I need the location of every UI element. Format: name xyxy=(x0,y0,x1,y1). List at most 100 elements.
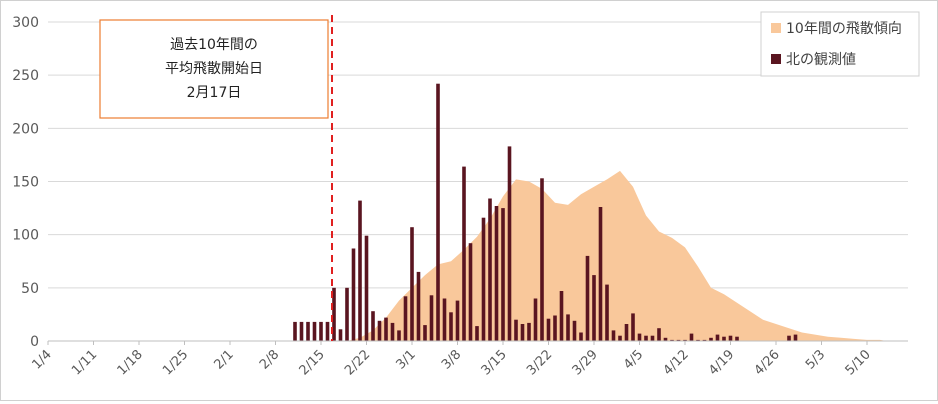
observation-bar xyxy=(358,200,362,341)
observation-bar xyxy=(702,339,707,341)
observation-bar xyxy=(598,207,603,341)
observation-bar xyxy=(384,317,388,341)
annotation-text: 過去10年間の xyxy=(170,37,258,53)
observation-bar xyxy=(670,339,674,341)
observation-bar xyxy=(793,334,798,341)
y-tick-label: 50 xyxy=(21,281,39,297)
observation-bar xyxy=(657,328,661,341)
legend-box xyxy=(760,11,920,77)
observation-bar xyxy=(299,321,304,341)
observation-bar xyxy=(442,298,447,341)
observation-bar xyxy=(585,255,590,341)
observation-bar xyxy=(338,329,343,341)
observation-bar xyxy=(631,313,635,341)
observation-bar xyxy=(390,322,395,341)
observation-bar xyxy=(403,296,408,341)
x-tick-label: 2/8 xyxy=(257,347,282,372)
x-tick-label: 1/25 xyxy=(160,347,191,378)
observation-bar xyxy=(546,318,551,341)
observation-bar xyxy=(728,335,733,341)
observation-bar xyxy=(618,335,622,341)
legend-swatch-observed xyxy=(771,54,781,64)
x-tick-label: 1/4 xyxy=(29,347,54,372)
trend-area-layer xyxy=(347,170,887,341)
observation-bars-layer xyxy=(293,83,798,341)
trend-area xyxy=(347,170,887,341)
observation-bar xyxy=(345,287,349,341)
x-tick-label: 1/18 xyxy=(115,347,146,378)
x-tick-label: 4/26 xyxy=(752,347,783,378)
observation-bar xyxy=(462,166,466,341)
observation-bar xyxy=(787,335,791,341)
observation-bar xyxy=(715,334,720,341)
observation-bar xyxy=(416,271,421,341)
observation-bar xyxy=(611,330,616,341)
observation-bar xyxy=(696,339,700,341)
x-tick-label: 3/8 xyxy=(439,347,464,372)
observation-bar xyxy=(481,217,486,341)
observation-bar xyxy=(312,321,317,341)
observation-bar xyxy=(527,322,531,341)
legend-label-observed: 北の観測値 xyxy=(786,51,856,68)
observation-bar xyxy=(572,320,577,341)
annotation-text: 2月17日 xyxy=(187,85,242,101)
x-tick-label: 3/1 xyxy=(393,347,418,372)
observation-bar xyxy=(397,330,401,341)
observation-bar xyxy=(475,326,479,341)
y-tick-label: 300 xyxy=(12,15,39,31)
observation-bar xyxy=(293,321,297,341)
y-tick-label: 250 xyxy=(12,68,39,84)
observation-bar xyxy=(553,315,557,341)
observation-bar xyxy=(559,291,564,341)
x-tick-label: 3/29 xyxy=(570,347,601,378)
x-tick-label: 1/11 xyxy=(69,347,100,378)
observation-bar xyxy=(410,227,414,341)
observation-bar xyxy=(579,332,583,341)
observation-bar xyxy=(644,335,648,341)
observation-bar xyxy=(520,324,525,341)
y-tick-label: 0 xyxy=(30,334,39,350)
observation-bar xyxy=(722,336,726,341)
observation-bar xyxy=(637,333,642,341)
x-tick-label: 3/22 xyxy=(524,347,555,378)
legend-label-trend: 10年間の飛散傾向 xyxy=(786,21,902,37)
y-tick-label: 150 xyxy=(12,175,39,191)
annotation-box xyxy=(99,19,329,119)
observation-bar xyxy=(533,298,538,341)
y-tick-label: 100 xyxy=(12,228,39,244)
observation-bar xyxy=(689,333,694,341)
observation-bar xyxy=(371,311,375,341)
observation-bar xyxy=(683,339,687,341)
x-tick-label: 2/22 xyxy=(342,347,373,378)
x-tick-label: 5/10 xyxy=(843,347,874,378)
observation-bar xyxy=(507,146,512,341)
observation-bar xyxy=(468,243,473,341)
observation-bar xyxy=(709,337,713,341)
observation-bar xyxy=(429,295,434,341)
observation-bar xyxy=(624,324,629,341)
observation-bar xyxy=(566,314,570,341)
y-tick-label: 200 xyxy=(12,121,39,137)
observation-bar xyxy=(449,312,453,341)
x-tick-label: 4/12 xyxy=(661,347,692,378)
observation-bar xyxy=(501,208,505,341)
observation-bar xyxy=(540,178,544,341)
observation-bar xyxy=(332,287,336,341)
observation-bar xyxy=(325,321,330,341)
observation-bar xyxy=(488,198,492,341)
observation-bar xyxy=(592,275,596,341)
x-tick-label: 3/15 xyxy=(479,347,510,378)
observation-bar xyxy=(377,320,382,341)
annotation-text: 平均飛散開始日 xyxy=(165,61,263,77)
x-tick-label: 2/15 xyxy=(297,347,328,378)
observation-bar xyxy=(319,321,323,341)
observation-bar xyxy=(676,339,681,341)
x-tick-label: 4/19 xyxy=(706,347,737,378)
x-tick-label: 5/3 xyxy=(803,347,828,372)
observation-bar xyxy=(494,206,499,341)
observation-bar xyxy=(605,284,609,341)
